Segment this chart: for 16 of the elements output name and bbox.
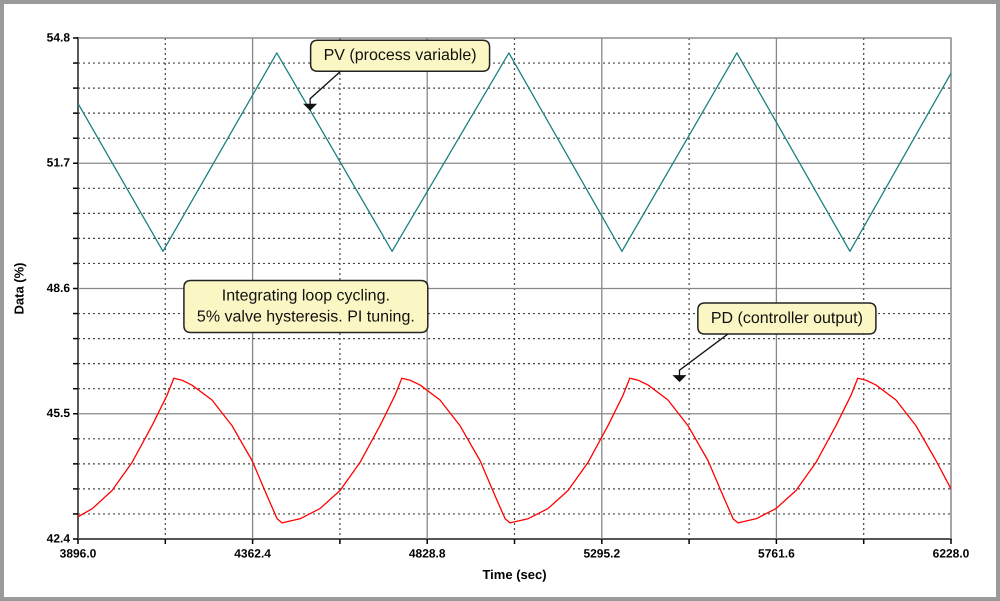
annotation: PD (controller output) [710,310,863,327]
x-tick-label: 5295.2 [583,546,620,561]
y-tick-label: 48.6 [46,280,70,295]
x-tick-label: 4828.8 [408,546,446,561]
y-axis-title: Data (%) [11,262,26,315]
y-tick-label: 45.5 [46,406,70,420]
x-tick-label: 6228.0 [932,546,970,561]
x-axis-title: Time (sec) [482,566,547,582]
y-tick-label: 54.8 [46,30,70,44]
annotation: Integrating loop cycling. 5% valve hysteresis. PI tuning. [196,287,415,326]
annotation: PV (process variable) [324,47,477,64]
x-tick-label: 3896.0 [60,546,97,561]
y-tick-label: 51.7 [46,156,70,170]
x-tick-label: 5761.6 [758,546,796,561]
x-tick-label: 4362.4 [234,546,272,561]
y-tick-label: 42.4 [46,531,70,546]
